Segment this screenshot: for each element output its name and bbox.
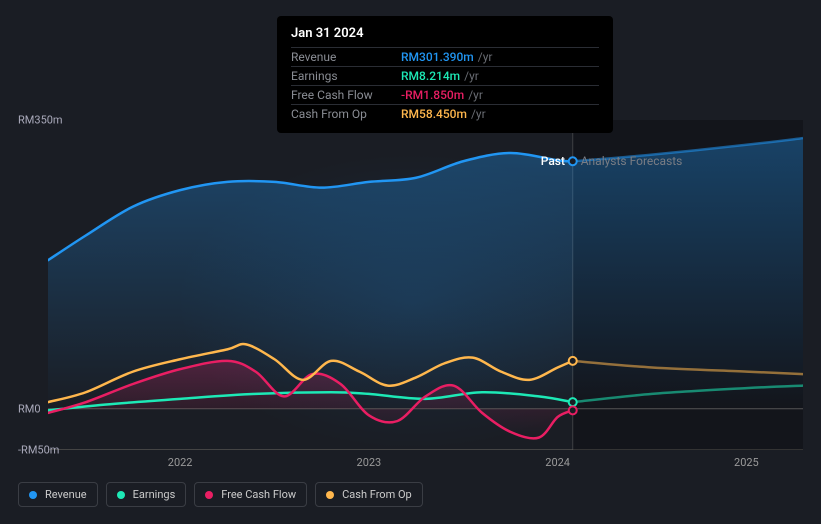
- legend-dot-icon: [29, 491, 37, 499]
- legend-label: Cash From Op: [342, 488, 412, 501]
- legend-dot-icon: [117, 491, 125, 499]
- financials-chart: Past Analysts Forecasts RM350mRM0-RM50m2…: [18, 120, 803, 460]
- tooltip-row: RevenueRM301.390m/yr: [291, 47, 599, 66]
- region-label-forecast: Analysts Forecasts: [581, 154, 683, 168]
- chart-legend: Revenue Earnings Free Cash Flow Cash From O…: [18, 482, 423, 507]
- legend-item[interactable]: Earnings: [106, 482, 187, 507]
- region-label-past: Past: [541, 154, 565, 168]
- y-axis-tick-label: -RM50m: [18, 444, 59, 457]
- tooltip-metric-label: Revenue: [291, 50, 401, 64]
- x-axis-tick-label: 2023: [357, 456, 382, 469]
- tooltip-metric-label: Free Cash Flow: [291, 88, 401, 102]
- x-axis-tick-label: 2022: [168, 456, 193, 469]
- tooltip-metric-value: RM8.214m: [401, 69, 460, 83]
- tooltip-metric-unit: /yr: [464, 69, 479, 83]
- legend-label: Revenue: [45, 488, 87, 501]
- tooltip-metric-unit: /yr: [471, 107, 486, 121]
- tooltip-row: Cash From OpRM58.450m/yr: [291, 104, 599, 123]
- tooltip-metric-label: Cash From Op: [291, 107, 401, 121]
- tooltip-metric-value: RM58.450m: [401, 107, 467, 121]
- tooltip-row: EarningsRM8.214m/yr: [291, 66, 599, 85]
- legend-item[interactable]: Free Cash Flow: [194, 482, 307, 507]
- y-axis-tick-label: RM350m: [18, 114, 63, 127]
- chart-plot-area[interactable]: Past Analysts Forecasts: [48, 120, 803, 450]
- x-axis-tick-label: 2025: [734, 456, 759, 469]
- legend-label: Earnings: [133, 488, 176, 501]
- tooltip-date: Jan 31 2024: [291, 26, 599, 41]
- tooltip-metric-value: -RM1.850m: [401, 88, 464, 102]
- tooltip-metric-label: Earnings: [291, 69, 401, 83]
- chart-svg: [48, 120, 803, 450]
- chart-tooltip: Jan 31 2024 RevenueRM301.390m/yrEarnings…: [277, 16, 613, 133]
- legend-dot-icon: [326, 491, 334, 499]
- tooltip-metric-unit: /yr: [478, 50, 493, 64]
- legend-dot-icon: [205, 491, 213, 499]
- x-axis-tick-label: 2024: [545, 456, 570, 469]
- y-axis-tick-label: RM0: [18, 402, 41, 415]
- tooltip-metric-value: RM301.390m: [401, 50, 474, 64]
- tooltip-row: Free Cash Flow-RM1.850m/yr: [291, 85, 599, 104]
- tooltip-metric-unit: /yr: [468, 88, 483, 102]
- legend-item[interactable]: Cash From Op: [315, 482, 423, 507]
- legend-label: Free Cash Flow: [221, 488, 296, 501]
- legend-item[interactable]: Revenue: [18, 482, 98, 507]
